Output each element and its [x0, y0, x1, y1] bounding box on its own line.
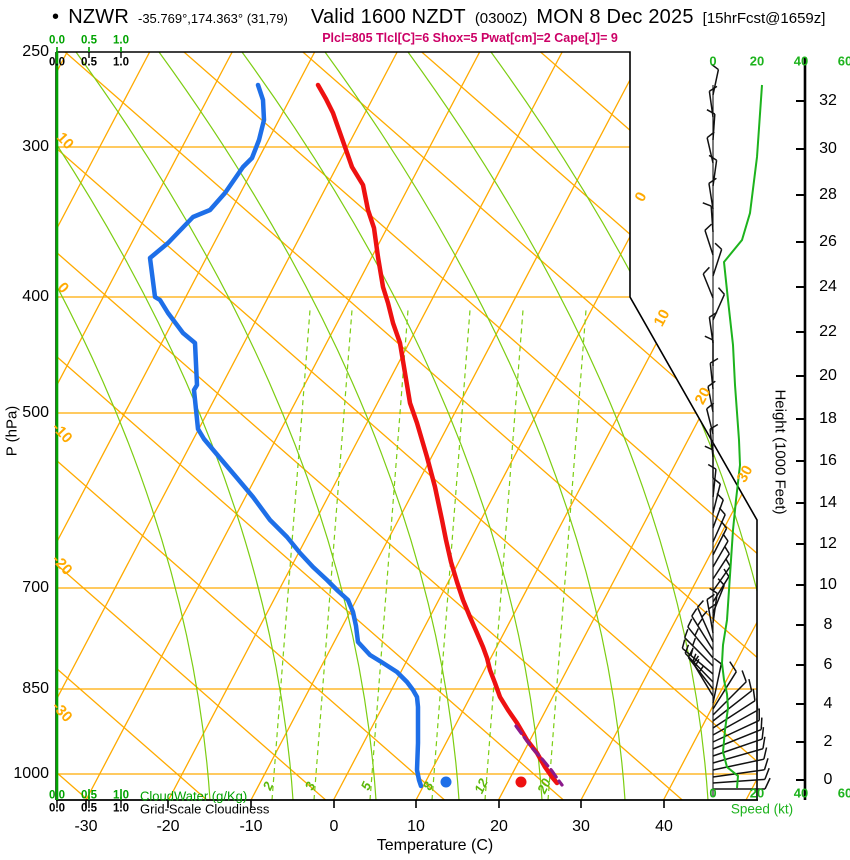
temperature-tick-label: -20 — [156, 818, 180, 835]
pressure-tick-label: 300 — [22, 138, 49, 155]
temperature-curve — [315, 82, 560, 786]
speed-scale-bottom-label: 20 — [749, 785, 765, 801]
valid-zulu: (0300Z) — [474, 10, 528, 27]
height-axis — [796, 57, 807, 800]
pressure-tick-label: 700 — [22, 579, 49, 596]
height-tick-label: 30 — [819, 140, 837, 157]
height-tick-label: 32 — [819, 92, 837, 109]
forecast-tag: [15hrFcst@1659z] — [702, 10, 826, 27]
cloudiness-scale-bottom-label: 1.0 — [113, 802, 129, 815]
speed-scale-bottom-label: 60 — [837, 785, 850, 801]
speed-scale-top-label: 40 — [793, 53, 809, 69]
pressure-axis-title: P (hPa) — [3, 405, 21, 457]
temperature-axis-title: Temperature (C) — [376, 837, 494, 854]
cloudiness-scale-bottom-label: 0.0 — [49, 802, 65, 815]
pressure-tick-label: 400 — [22, 288, 49, 305]
surface-temperature-dot — [515, 776, 527, 788]
plot-borders — [55, 47, 758, 808]
height-tick-label: 12 — [819, 535, 837, 552]
cloudiness-scale-bottom-label: 0.5 — [81, 802, 97, 815]
surface-dewpoint-dot — [440, 776, 452, 788]
speed-scale-bottom-label: 40 — [793, 785, 809, 801]
speed-axis-title: Speed (kt) — [730, 801, 794, 817]
wind-speed-profile — [720, 84, 763, 789]
speed-scale-top-label: 60 — [837, 53, 850, 69]
height-tick-label: 2 — [823, 733, 833, 750]
height-tick-label: 24 — [819, 278, 837, 295]
speed-scale-top-label: 0 — [709, 53, 717, 69]
height-tick-label: 16 — [819, 452, 837, 469]
pressure-tick-label: 250 — [22, 43, 49, 60]
height-axis-title: Height (1000 Feet) — [771, 389, 789, 515]
pressure-tick-label: 500 — [22, 404, 49, 421]
temperature-tick-label: 0 — [329, 818, 339, 835]
temperature-tick-label: 30 — [572, 818, 590, 835]
wind-barbs — [681, 63, 771, 796]
height-tick-label: 10 — [819, 576, 837, 593]
title-bar: • NZWR -35.769°,174.363° (31,79) Valid 1… — [52, 6, 848, 29]
cloudwater-scale-bottom-label: 1.0 — [113, 789, 129, 802]
height-tick-label: 8 — [823, 616, 833, 633]
cloudwater-scale-top-label: 0.0 — [49, 34, 65, 47]
height-tick-label: 20 — [819, 367, 837, 384]
station-bullet: • — [52, 6, 60, 28]
pressure-tick-label: 1000 — [13, 765, 49, 782]
dewpoint-curve — [147, 82, 424, 789]
height-tick-label: 18 — [819, 410, 837, 427]
pressure-tick-label: 850 — [22, 680, 49, 697]
station-id: NZWR — [68, 6, 129, 28]
height-tick-label: 28 — [819, 186, 837, 203]
height-tick-label: 26 — [819, 233, 837, 250]
station-coords: -35.769°,174.363° (31,79) — [137, 11, 288, 26]
temperature-tick-label: 20 — [490, 818, 508, 835]
sounding-params-line: Plcl=805 Tlcl[C]=6 Shox=5 Pwat[cm]=2 Cap… — [322, 31, 618, 45]
cloudwater-scale-bottom-label: 0.5 — [81, 789, 97, 802]
cloudiness-scale-top-label: 1.0 — [113, 56, 129, 69]
height-tick-label: 0 — [823, 771, 833, 788]
parcel-curve — [514, 724, 564, 787]
temperature-tick-label: 40 — [655, 818, 673, 835]
height-tick-label: 22 — [819, 323, 837, 340]
cloudiness-caption: Grid-Scale Cloudiness — [140, 801, 270, 817]
speed-scale-bottom-label: 0 — [709, 785, 717, 801]
height-tick-label: 6 — [823, 656, 833, 673]
cloudwater-scale-top-label: 0.5 — [81, 34, 97, 47]
valid-date: MON 8 Dec 2025 — [536, 6, 694, 28]
cloudiness-scale-top-label: 0.0 — [49, 56, 65, 69]
temperature-tick-label: -30 — [74, 818, 98, 835]
cloudwater-caption: CloudWater (g/Kg) — [140, 788, 248, 804]
temperature-tick-label: 10 — [407, 818, 425, 835]
cloudiness-scale-top-label: 0.5 — [81, 56, 97, 69]
temperature-tick-label: -10 — [239, 818, 263, 835]
valid-time: Valid 1600 NZDT — [310, 6, 466, 28]
cloudwater-scale-bottom-label: 0.0 — [49, 789, 65, 802]
cloudwater-scale-top-label: 1.0 — [113, 34, 129, 47]
height-tick-label: 14 — [819, 494, 837, 511]
speed-scale-top-label: 20 — [749, 53, 765, 69]
height-tick-label: 4 — [823, 695, 833, 712]
